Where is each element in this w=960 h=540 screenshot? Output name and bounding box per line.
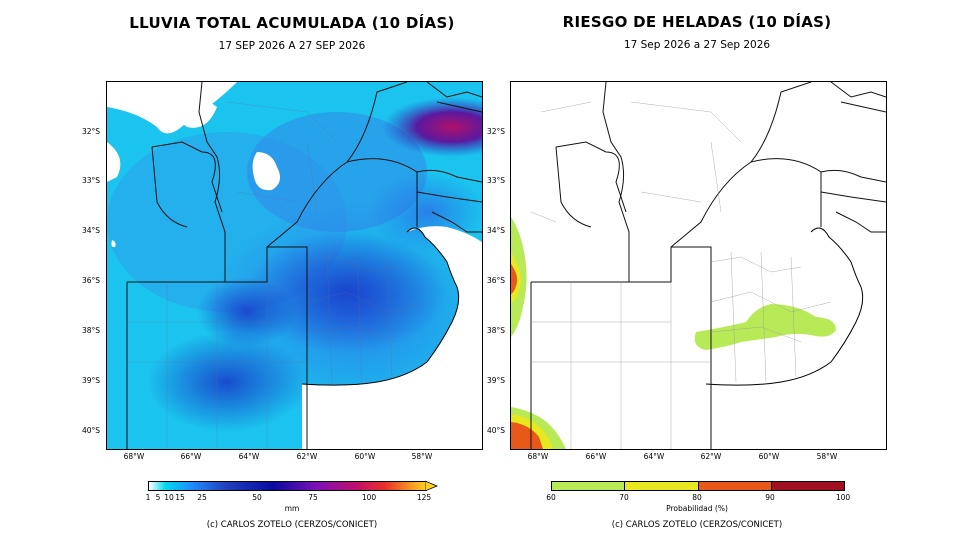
rain-lon-tick: 62°W: [296, 452, 318, 461]
frost-cbar-tick: 100: [835, 493, 851, 502]
rain-map: [106, 81, 483, 450]
rain-cbar-tick: 50: [252, 493, 262, 502]
rain-lat-tick: 40°S: [81, 426, 100, 435]
frost-cbar-tick: 90: [765, 493, 775, 502]
frost-lon-tick: 66°W: [585, 452, 607, 461]
frost-map-canvas: [511, 82, 886, 449]
frost-lon-tick: 68°W: [527, 452, 549, 461]
rain-cbar-tick: 5: [155, 493, 161, 502]
frost-lat-tick: 33°S: [486, 176, 505, 185]
rain-cbar-tick: 100: [361, 493, 377, 502]
rain-lat-tick: 34°S: [81, 226, 100, 235]
frost-map: [510, 81, 887, 450]
frost-lat-tick: 39°S: [486, 376, 505, 385]
rain-cbar-tick: 75: [308, 493, 318, 502]
rain-cbar-tick: 15: [175, 493, 185, 502]
rain-cbar-unit: mm: [284, 504, 300, 513]
rain-colorbar: [148, 481, 427, 491]
rain-lon-tick: 64°W: [238, 452, 260, 461]
rain-lat-tick: 33°S: [81, 176, 100, 185]
rain-cbar-tick: 1: [145, 493, 151, 502]
colorbar-extend-arrow: [425, 480, 439, 492]
frost-cbar-segment: [624, 482, 698, 490]
rain-lat-tick: 32°S: [81, 127, 100, 136]
frost-cbar-tick: 80: [692, 493, 702, 502]
rain-lat-tick: 39°S: [81, 376, 100, 385]
frost-cbar-segment: [697, 482, 771, 490]
frost-map-subtitle: 17 Sep 2026 a 27 Sep 2026: [623, 39, 771, 51]
rain-map-title: LLUVIA TOTAL ACUMULADA (10 DÍAS): [129, 14, 455, 32]
frost-lon-tick: 58°W: [816, 452, 838, 461]
rain-map-canvas: [107, 82, 482, 449]
frost-cbar-segment: [552, 482, 625, 490]
frost-lat-tick: 36°S: [486, 276, 505, 285]
rain-cbar-tick: 125: [416, 493, 432, 502]
rain-map-subtitle: 17 SEP 2026 A 27 SEP 2026: [218, 40, 366, 52]
rain-lon-tick: 60°W: [354, 452, 376, 461]
rain-credit: (c) CARLOS ZOTELO (CERZOS/CONICET): [206, 520, 378, 530]
frost-lat-tick: 34°S: [486, 226, 505, 235]
rain-lon-tick: 68°W: [123, 452, 145, 461]
frost-cbar-tick: 60: [546, 493, 556, 502]
frost-lon-tick: 64°W: [643, 452, 665, 461]
frost-lat-tick: 40°S: [486, 426, 505, 435]
frost-lon-tick: 60°W: [758, 452, 780, 461]
frost-cbar-label: Probabilidad (%): [666, 504, 728, 513]
frost-cbar-tick: 70: [619, 493, 629, 502]
frost-map-title: RIESGO DE HELADAS (10 DÍAS): [562, 13, 832, 31]
rain-lon-tick: 58°W: [411, 452, 433, 461]
rain-lat-tick: 38°S: [81, 326, 100, 335]
frost-lon-tick: 62°W: [700, 452, 722, 461]
frost-lat-tick: 38°S: [486, 326, 505, 335]
frost-cbar-segment: [770, 482, 844, 490]
frost-credit: (c) CARLOS ZOTELO (CERZOS/CONICET): [611, 520, 783, 530]
rain-lon-tick: 66°W: [180, 452, 202, 461]
rain-lat-tick: 36°S: [81, 276, 100, 285]
rain-cbar-tick: 25: [197, 493, 207, 502]
frost-colorbar: [551, 481, 845, 491]
rain-cbar-tick: 10: [164, 493, 174, 502]
frost-lat-tick: 32°S: [486, 127, 505, 136]
